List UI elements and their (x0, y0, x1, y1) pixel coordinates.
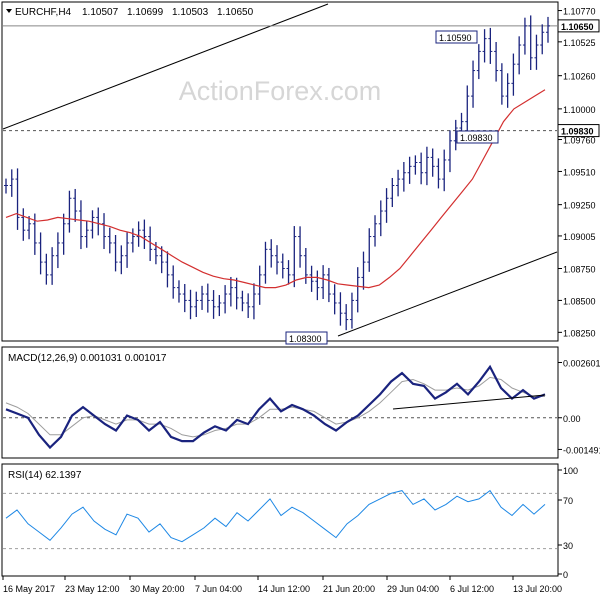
ohlc-close: 1.10650 (217, 7, 254, 18)
rsi-line (5, 489, 546, 543)
x-tick-label: 29 Jun 04:00 (387, 584, 439, 594)
y-tick-label: 1.09760 (563, 136, 596, 146)
price-annotation-label: 1.10590 (439, 33, 472, 43)
price-level-tag (557, 19, 600, 33)
price-level-tag (557, 124, 600, 138)
price-panel (1, 1, 559, 342)
x-tick-label: 13 Jul 20:00 (513, 584, 562, 594)
rsi-y-tick-label: 100 (563, 466, 578, 476)
triangle-down-icon (6, 9, 12, 13)
price-level-label: 1.09830 (561, 127, 594, 137)
moving-average-line (5, 89, 546, 289)
y-tick-label: 1.09510 (563, 167, 596, 177)
y-tick-label: 1.10260 (563, 72, 596, 82)
price-annotation-box (456, 130, 499, 144)
y-tick-label: 1.09005 (563, 232, 596, 242)
price-level-label: 1.10650 (561, 22, 594, 32)
rsi-panel (1, 463, 559, 577)
y-tick-label: 1.08750 (563, 264, 596, 274)
rsi-title: RSI(14) 62.1397 (8, 470, 82, 481)
y-tick-label: 1.10525 (563, 38, 596, 48)
x-tick-label: 7 Jun 04:00 (195, 584, 242, 594)
macd-main-line (5, 364, 546, 450)
price-annotation-box (285, 331, 328, 345)
macd-title: MACD(12,26,9) 0.001031 0.001017 (8, 353, 167, 364)
y-tick-label: 1.09250 (563, 201, 596, 211)
macd-y-tick-label: 0.002601 (563, 358, 600, 368)
price-annotation-box (435, 30, 478, 44)
ohlc-low: 1.10503 (172, 7, 209, 18)
rsi-y-tick-label: 30 (563, 541, 573, 551)
ohlc-open: 1.10507 (82, 7, 119, 18)
watermark-text: ActionForex.com (179, 76, 382, 106)
x-tick-label: 30 May 20:00 (130, 584, 185, 594)
symbol-label: EURCHF,H4 (15, 7, 72, 18)
x-tick-label: 21 Jun 20:00 (323, 584, 375, 594)
chart-header: EURCHF,H4 1.10507 1.10699 1.10503 1.1065… (6, 7, 254, 18)
price-annotation-label: 1.08300 (289, 334, 322, 344)
macd-y-tick-label: -0.001491 (563, 445, 600, 455)
macd-trend-line (392, 394, 546, 410)
x-tick-label: 6 Jul 12:00 (450, 584, 494, 594)
rsi-y-tick-label: 0 (563, 570, 568, 580)
rsi-y-tick-label: 70 (563, 496, 573, 506)
x-tick-label: 23 May 12:00 (65, 584, 120, 594)
y-tick-label: 1.10000 (563, 105, 596, 115)
y-tick-label: 1.08500 (563, 296, 596, 306)
price-annotation-label: 1.09830 (460, 133, 493, 143)
y-tick-label: 1.08250 (563, 328, 596, 338)
x-tick-label: 14 Jun 12:00 (258, 584, 310, 594)
lower-channel-line (337, 251, 558, 337)
upper-channel-line (2, 3, 329, 130)
y-tick-label: 1.10770 (563, 7, 596, 17)
macd-y-tick-label: 0.00 (563, 414, 581, 424)
ohlc-high: 1.10699 (127, 7, 164, 18)
x-tick-label: 16 May 2017 (3, 584, 55, 594)
